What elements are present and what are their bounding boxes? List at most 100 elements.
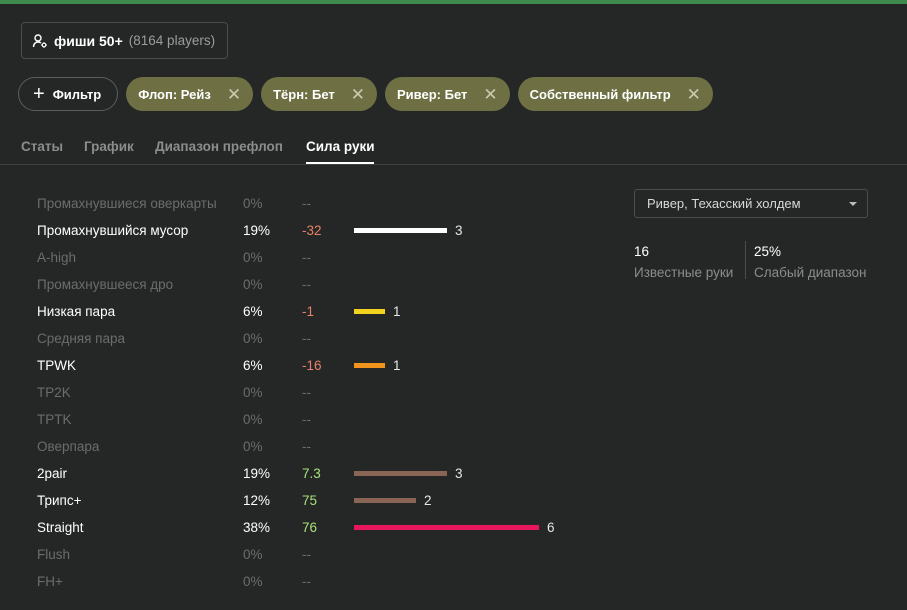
filter-chip-flop[interactable]: Флоп: Рейз ✕	[126, 77, 254, 111]
table-row: Промахнувшееся дро 0% --	[37, 271, 577, 298]
hand-category-label: TPWK	[37, 358, 76, 373]
table-row: 2pair 19% 7.3 3	[37, 460, 577, 487]
hand-category-percent: 6%	[243, 358, 263, 373]
filter-chip-custom[interactable]: Собственный фильтр ✕	[517, 77, 713, 111]
hand-category-percent: 0%	[243, 547, 263, 562]
pool-name: фиши 50+	[54, 32, 123, 49]
filter-chip-label: Тёрн: Бет	[273, 86, 335, 102]
hand-category-bar	[354, 363, 385, 368]
hand-category-label: Flush	[37, 547, 71, 562]
hand-category-label: Средняя пара	[37, 331, 126, 346]
summary-weak-range: 25% Слабый диапазон	[754, 244, 866, 280]
tab-hand-strength[interactable]: Сила руки	[306, 139, 375, 154]
hand-category-delta: 7.3	[302, 466, 321, 481]
hand-category-percent: 12%	[243, 493, 271, 508]
filter-chip-turn[interactable]: Тёрн: Бет ✕	[261, 77, 378, 111]
hand-category-delta: --	[302, 412, 311, 427]
table-row: TPTK 0% --	[37, 406, 577, 433]
hand-category-label: Промахнувшийся мусор	[37, 223, 189, 238]
hand-category-delta: -1	[302, 304, 315, 319]
tab-graph[interactable]: График	[84, 139, 134, 154]
street-game-select[interactable]: Ривер, Техасский холдем	[634, 189, 868, 218]
table-row: A-high 0% --	[37, 244, 577, 271]
tab-preflop-range[interactable]: Диапазон префлоп	[155, 139, 283, 154]
close-icon[interactable]: ✕	[350, 84, 366, 104]
add-filter-button[interactable]: + Фильтр	[18, 77, 119, 111]
hand-category-count: 3	[455, 223, 463, 238]
filter-bar: + Фильтр Флоп: Рейз ✕ Тёрн: Бет ✕ Ривер:…	[18, 77, 713, 111]
hand-category-label: Низкая пара	[37, 304, 116, 319]
hand-category-percent: 19%	[243, 466, 271, 481]
table-row: Низкая пара 6% -1 1	[37, 298, 577, 325]
table-row: Промахнувшиеся оверкарты 0% --	[37, 190, 577, 217]
hand-category-delta: -16	[302, 358, 322, 373]
hand-category-bar	[354, 309, 385, 314]
hand-category-percent: 38%	[243, 520, 271, 535]
active-tab-indicator	[306, 162, 374, 164]
close-icon[interactable]: ✕	[483, 84, 498, 104]
hand-category-percent: 0%	[243, 412, 263, 427]
hand-category-delta: --	[302, 385, 311, 400]
hand-category-bar	[354, 498, 416, 503]
player-pool-selector[interactable]: фиши 50+ (8164 players)	[21, 22, 229, 59]
hand-category-delta: --	[302, 547, 311, 562]
filter-chip-label: Флоп: Рейз	[138, 86, 211, 102]
tab-stats[interactable]: Статы	[21, 139, 64, 154]
table-row: Трипс+ 12% 75 2	[37, 487, 577, 514]
pool-player-count: (8164 players)	[128, 33, 216, 48]
hand-category-bar	[354, 471, 447, 476]
table-row: TP2K 0% --	[37, 379, 577, 406]
hand-category-percent: 0%	[243, 277, 263, 292]
hand-category-count: 6	[547, 520, 555, 535]
filter-chip-river[interactable]: Ривер: Бет ✕	[385, 77, 510, 111]
hand-category-percent: 0%	[243, 250, 263, 265]
hand-category-delta: --	[302, 574, 311, 589]
close-icon[interactable]: ✕	[686, 84, 701, 104]
hand-category-label: 2pair	[37, 466, 68, 481]
hand-category-delta: --	[302, 250, 311, 265]
table-row: Оверпара 0% --	[37, 433, 577, 460]
hand-category-label: Straight	[37, 520, 84, 535]
hand-category-delta: 76	[302, 520, 318, 535]
summary-value: 25%	[754, 244, 782, 259]
top-accent-stripe	[0, 0, 907, 4]
hand-category-delta: --	[302, 331, 311, 346]
hand-category-percent: 0%	[243, 196, 263, 211]
user-gear-icon	[32, 33, 47, 48]
hand-category-label: A-high	[37, 250, 77, 265]
street-game-select-value: Ривер, Техасский холдем	[647, 196, 801, 211]
hand-category-label: FH+	[37, 574, 63, 589]
hand-category-percent: 0%	[243, 385, 263, 400]
hand-category-count: 1	[393, 358, 401, 373]
table-row: Flush 0% --	[37, 541, 577, 568]
filter-chip-label: Собственный фильтр	[529, 86, 671, 102]
hand-category-bar	[354, 228, 447, 233]
hand-category-label: TPTK	[37, 412, 72, 427]
chevron-down-icon	[849, 202, 857, 206]
table-row: TPWK 6% -16 1	[37, 352, 577, 379]
hand-category-bar	[354, 525, 539, 530]
hand-category-label: Оверпара	[37, 439, 100, 454]
hand-category-label: Промахнувшиеся оверкарты	[37, 196, 217, 211]
summary-value: 16	[634, 244, 650, 259]
add-filter-label: Фильтр	[52, 86, 102, 102]
table-row: Промахнувшийся мусор 19% -32 3	[37, 217, 577, 244]
hand-category-delta: -32	[302, 223, 322, 238]
hand-category-count: 3	[455, 466, 463, 481]
summary-known-hands: 16 Известные руки	[634, 244, 733, 280]
hand-category-label: Трипс+	[37, 493, 82, 508]
hand-category-percent: 0%	[243, 331, 263, 346]
table-row: Средняя пара 0% --	[37, 325, 577, 352]
hand-category-percent: 19%	[243, 223, 271, 238]
filter-chip-label: Ривер: Бет	[397, 86, 468, 102]
summary-label: Слабый диапазон	[754, 265, 867, 280]
table-row: FH+ 0% --	[37, 568, 577, 595]
hand-category-count: 1	[393, 304, 401, 319]
hand-category-percent: 6%	[243, 304, 263, 319]
summary-label: Известные руки	[634, 265, 734, 280]
hand-category-label: TP2K	[37, 385, 71, 400]
close-icon[interactable]: ✕	[226, 84, 242, 104]
tab-bar: Статы График Диапазон префлоп Сила руки	[0, 134, 907, 165]
hand-category-label: Промахнувшееся дро	[37, 277, 174, 292]
hand-category-count: 2	[424, 493, 432, 508]
